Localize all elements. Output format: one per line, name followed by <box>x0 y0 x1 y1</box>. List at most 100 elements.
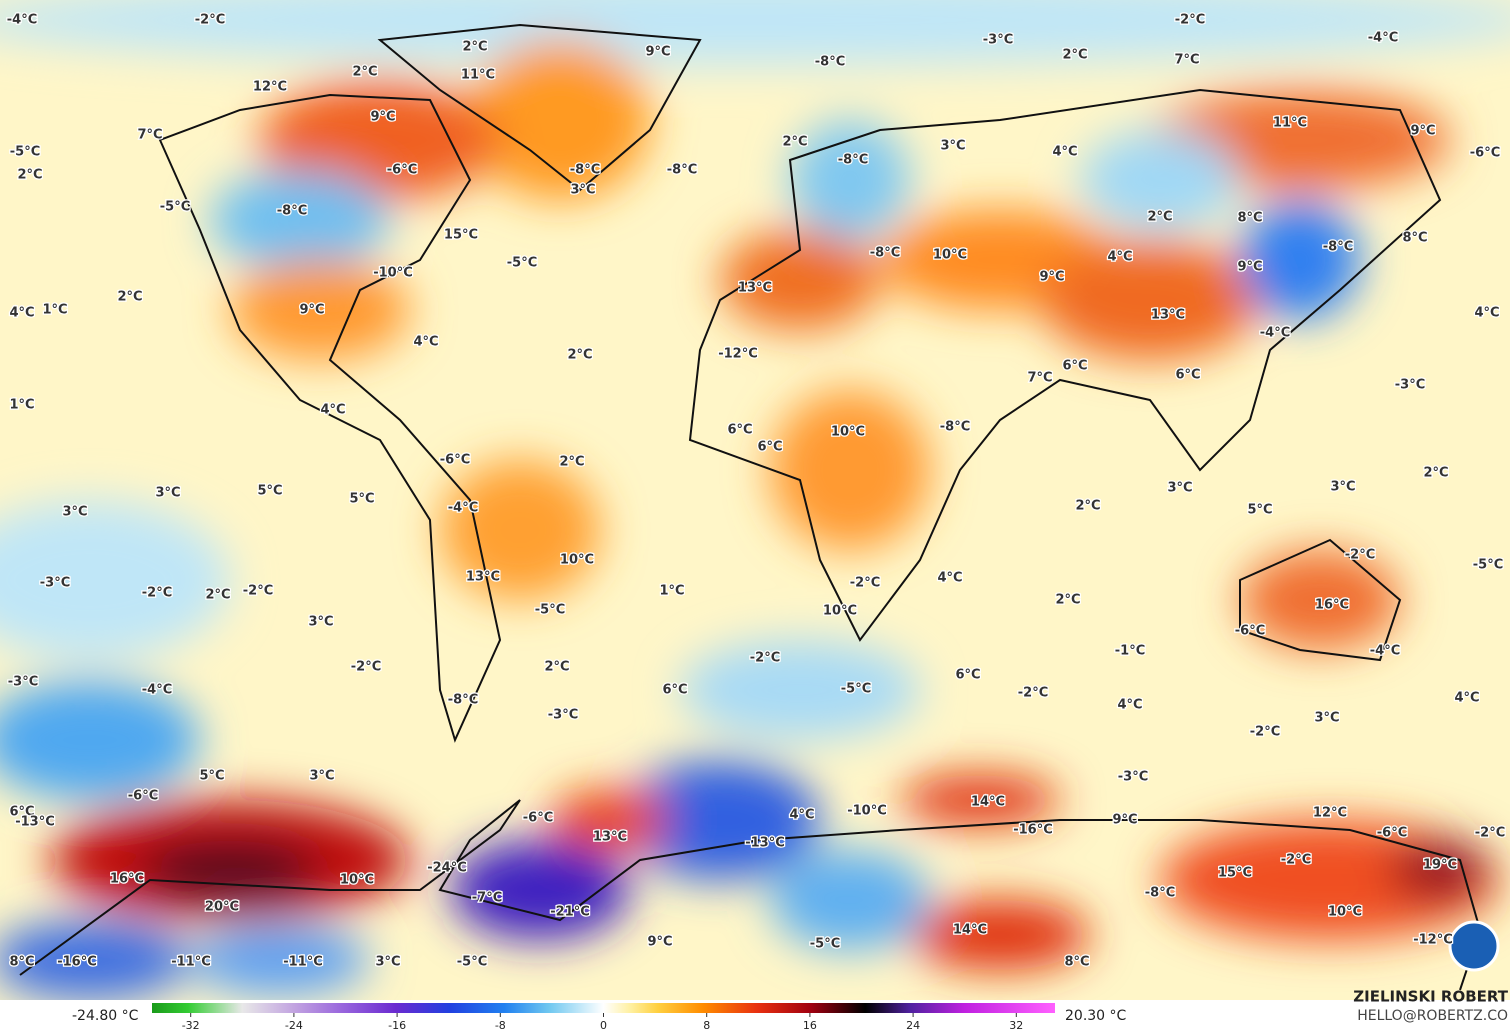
temperature-label: 3°C <box>940 139 965 154</box>
temperature-label: -2°C <box>1250 725 1280 740</box>
temperature-label: 16°C <box>1315 598 1349 613</box>
temperature-label: 13°C <box>738 281 772 296</box>
temperature-label: -24°C <box>427 861 467 876</box>
temperature-label: -8°C <box>667 163 697 178</box>
temperature-label: -3°C <box>40 576 70 591</box>
temperature-label: 5°C <box>199 769 224 784</box>
temperature-label: 2°C <box>1062 48 1087 63</box>
temperature-label: -2°C <box>1175 13 1205 28</box>
temperature-label: 5°C <box>257 484 282 499</box>
colorbar-tick-label: 24 <box>906 1019 920 1032</box>
temperature-label: 11°C <box>1273 116 1307 131</box>
temperature-label: 6°C <box>1175 368 1200 383</box>
temperature-label: 4°C <box>789 808 814 823</box>
noaa-logo <box>1448 920 1500 972</box>
temperature-label: -11°C <box>283 955 323 970</box>
temperature-label: -8°C <box>277 204 307 219</box>
temperature-label: 12°C <box>1313 806 1347 821</box>
temperature-label: 2°C <box>782 135 807 150</box>
temperature-label: 6°C <box>9 805 34 820</box>
temperature-label: -5°C <box>457 955 487 970</box>
temperature-label: -8°C <box>1145 886 1175 901</box>
temperature-label: -4°C <box>7 13 37 28</box>
temperature-label: 14°C <box>971 795 1005 810</box>
temperature-label: 2°C <box>567 348 592 363</box>
credit-email: HELLO@ROBERTZ.CO <box>1357 1008 1508 1024</box>
temperature-label: 9°C <box>1410 124 1435 139</box>
temperature-label: 2°C <box>17 168 42 183</box>
temperature-label: -1°C <box>1115 644 1145 659</box>
temperature-label: -6°C <box>1470 146 1500 161</box>
temperature-label: 13°C <box>593 830 627 845</box>
temperature-label: 3°C <box>155 486 180 501</box>
temperature-label: 9°C <box>645 45 670 60</box>
temperature-label: 3°C <box>1167 481 1192 496</box>
colorbar-tick-label: 32 <box>1009 1019 1023 1032</box>
temperature-label: -4°C <box>1370 644 1400 659</box>
temperature-label: 5°C <box>1247 503 1272 518</box>
temperature-label: 4°C <box>1107 250 1132 265</box>
temperature-label: -2°C <box>1281 853 1311 868</box>
temperature-label: 16°C <box>110 872 144 887</box>
temperature-label: -6°C <box>1235 624 1265 639</box>
temperature-label: 3°C <box>309 769 334 784</box>
temperature-label: 6°C <box>727 423 752 438</box>
colorbar-tick-label: 0 <box>600 1019 607 1032</box>
temperature-label: -5°C <box>507 256 537 271</box>
temperature-label: -21°C <box>550 905 590 920</box>
temperature-label: 13°C <box>1151 308 1185 323</box>
temperature-label: 2°C <box>1423 466 1448 481</box>
temperature-label: 9°C <box>1112 813 1137 828</box>
temperature-label: -5°C <box>10 145 40 160</box>
temperature-label: 1°C <box>659 584 684 599</box>
temperature-label: 20°C <box>205 900 239 915</box>
temperature-label: 2°C <box>352 65 377 80</box>
coastline <box>1239 538 1402 662</box>
temperature-label: -6°C <box>440 453 470 468</box>
temperature-label: 7°C <box>1174 53 1199 68</box>
temperature-label: 10°C <box>560 553 594 568</box>
temperature-label: 15°C <box>1218 866 1252 881</box>
temperature-label: 2°C <box>544 660 569 675</box>
temperature-label: 8°C <box>1064 955 1089 970</box>
temperature-label: -11°C <box>171 955 211 970</box>
temperature-label: -6°C <box>523 811 553 826</box>
temperature-label: -2°C <box>351 660 381 675</box>
temperature-label: 1°C <box>9 398 34 413</box>
temperature-label: -5°C <box>535 603 565 618</box>
temperature-label: 5°C <box>349 492 374 507</box>
temperature-label: 9°C <box>1237 260 1262 275</box>
temperature-label: 8°C <box>1402 231 1427 246</box>
temperature-label: 3°C <box>570 183 595 198</box>
temperature-label: 1°C <box>42 303 67 318</box>
temperature-label: 4°C <box>1474 306 1499 321</box>
temperature-label: -5°C <box>160 200 190 215</box>
temperature-label: -2°C <box>142 586 172 601</box>
temperature-label: -7°C <box>472 891 502 906</box>
coastline <box>377 23 702 192</box>
temperature-label: 2°C <box>205 588 230 603</box>
temperature-label: 4°C <box>1052 145 1077 160</box>
temperature-label: 10°C <box>1328 905 1362 920</box>
coastline <box>158 93 502 743</box>
temperature-label: 12°C <box>253 80 287 95</box>
temperature-label: 6°C <box>1062 359 1087 374</box>
temperature-label: -4°C <box>142 683 172 698</box>
temperature-label: -5°C <box>810 937 840 952</box>
temperature-label: -5°C <box>1473 558 1503 573</box>
temperature-label: -6°C <box>1377 826 1407 841</box>
temperature-label: -4°C <box>448 501 478 516</box>
temperature-label: 2°C <box>1055 593 1080 608</box>
temperature-label: -3°C <box>1395 378 1425 393</box>
temperature-label: 4°C <box>413 335 438 350</box>
temperature-label: -3°C <box>8 675 38 690</box>
temperature-label: -12°C <box>718 347 758 362</box>
temperature-label: -4°C <box>1368 31 1398 46</box>
temperature-label: 9°C <box>1039 270 1064 285</box>
temperature-field <box>0 0 1510 1000</box>
temperature-label: -8°C <box>815 55 845 70</box>
temperature-label: 7°C <box>1027 371 1052 386</box>
temperature-label: 7°C <box>137 128 162 143</box>
colorbar-max-label: 20.30 °C <box>1065 1008 1127 1024</box>
